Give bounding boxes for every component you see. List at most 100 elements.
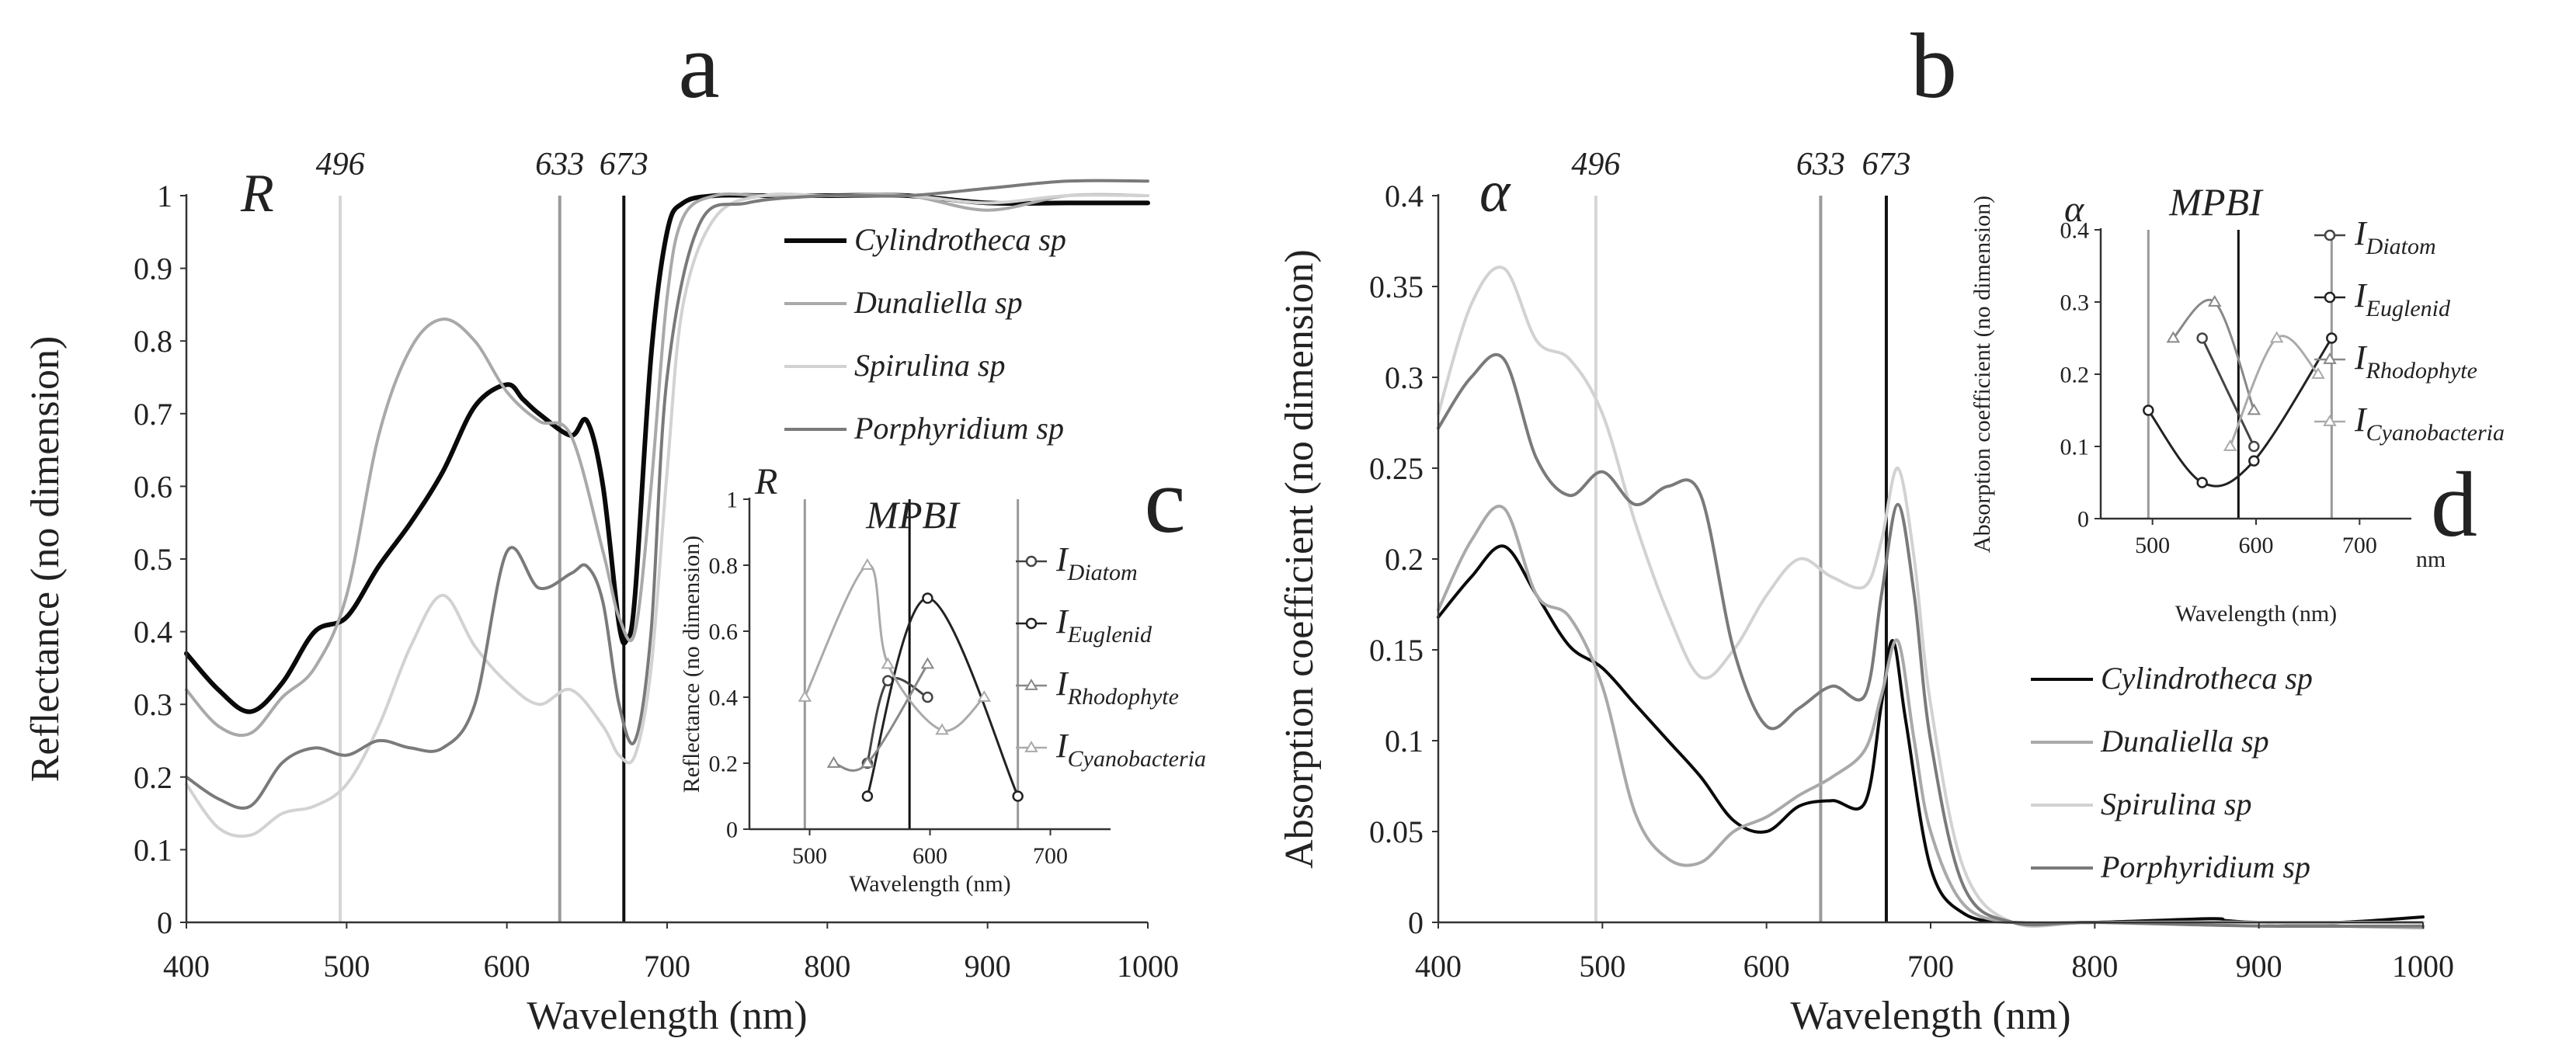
legend: Cylindrotheca sp Dunaliella sp Spirulina s…: [784, 222, 1066, 446]
x-tick-label: 500: [1579, 949, 1625, 984]
y-tick-label: 1: [157, 179, 172, 214]
legend-marker-0: [1025, 555, 1038, 568]
x-tick-label: 1000: [2392, 949, 2454, 984]
x-tick-label: 900: [965, 949, 1011, 984]
x-tick-label: 600: [913, 843, 947, 869]
x-tick-label: 800: [804, 949, 850, 984]
x-tick-label: 600: [1743, 949, 1790, 984]
y-tick-label: 0.4: [2060, 218, 2090, 244]
series-line-0: [2201, 337, 2255, 448]
y-tick-label: 0: [1408, 905, 1424, 940]
legend: Cylindrotheca sp Dunaliella sp Spirulina s…: [2031, 661, 2313, 884]
y-tick-label: 0.6: [134, 469, 172, 504]
series-line-3: [185, 179, 1149, 810]
legend-label-subscript: Rhodophyte: [1067, 684, 1179, 710]
series-line-2: [2171, 298, 2255, 411]
data-point-3-0: [2223, 439, 2237, 451]
y-tick-label: 0.4: [1385, 179, 1424, 214]
y-tick-label: 0.2: [134, 760, 172, 795]
data-point-0-2: [922, 691, 933, 703]
y-tick-label: 0.05: [1369, 814, 1424, 849]
x-tick-label: 700: [1033, 843, 1068, 869]
y-tick-label: 0.1: [1385, 724, 1424, 759]
corner-symbol: R: [240, 164, 274, 224]
data-point-3-0: [798, 690, 812, 702]
legend-marker-3: [2323, 415, 2337, 426]
legend-marker-1: [2324, 291, 2336, 304]
legend-label-0: IDiatom: [1055, 540, 1138, 585]
panel-letter-c: c: [1144, 449, 1185, 552]
y-tick-label: 0.3: [134, 687, 172, 722]
data-point-1-0: [861, 790, 874, 802]
legend-label-main: I: [1055, 727, 1069, 765]
corner-symbol: α: [2064, 189, 2084, 230]
y-tick-label: 0.35: [1369, 269, 1424, 304]
chart-title: MPBI: [865, 493, 961, 536]
y-tick-label: 0.25: [1369, 451, 1424, 486]
data-point-1-1: [922, 592, 933, 604]
legend-label-2: IRhodophyte: [1055, 665, 1179, 710]
legend-marker-1: [1025, 617, 1038, 630]
data-point-1-2: [2248, 455, 2260, 467]
x-unit-label: nm: [2416, 547, 2446, 572]
x-tick-label: 500: [2135, 533, 2170, 558]
reference-line-label: 673: [1862, 147, 1910, 182]
series-line-0: [1437, 544, 2425, 925]
y-tick-label: 0.9: [134, 252, 172, 286]
legend-label-subscript: Diatom: [2366, 234, 2436, 259]
legend-label-subscript: Diatom: [1067, 560, 1138, 585]
data-point-2-1: [2207, 295, 2222, 307]
y-tick-label: 0.6: [709, 620, 739, 645]
legend-label-1: IEuglenid: [2354, 276, 2451, 321]
panel-letters: a b c d: [678, 14, 2477, 556]
legend-label-0: Cylindrotheca sp: [2101, 661, 2313, 696]
data-point-3-2: [881, 657, 895, 669]
data-point-1-1: [2196, 477, 2208, 488]
x-tick-label: 400: [163, 949, 210, 984]
series-line-3: [1437, 352, 2425, 929]
x-axis-label: Wavelength (nm): [849, 871, 1010, 897]
legend-label-main: I: [2354, 276, 2368, 314]
y-tick-label: 0.7: [134, 397, 172, 432]
legend-label-main: I: [1055, 665, 1069, 703]
reference-line-label: 496: [316, 147, 365, 182]
legend: IDiatomIEuglenidIRhodophyteICyanobacteri…: [1016, 540, 1206, 772]
y-tick-label: 0: [726, 818, 738, 843]
legend-label-2: IRhodophyte: [2354, 339, 2477, 384]
x-axis-label: Wavelength (nm): [2175, 601, 2337, 627]
legend-label-main: I: [1055, 540, 1069, 578]
data-point-2-2: [920, 657, 935, 669]
legend-label-3: Porphyridium sp: [2100, 849, 2310, 884]
legend-marker-3: [1024, 741, 1038, 752]
data-point-0-1: [2248, 440, 2260, 453]
legend-marker-2: [1024, 679, 1038, 690]
legend-label-main: I: [2354, 214, 2368, 252]
inset-chart-c: 500 600 700 0 0.2 0.4 0.6 0.8 1 Wavelength (nm) Re…: [679, 461, 1206, 897]
legend: IDiatomIEuglenidIRhodophyteICyanobacteri…: [2314, 214, 2505, 446]
y-axis-label: Absorption coefficient (no dimension): [1969, 196, 1995, 553]
y-tick-label: 0.1: [134, 832, 172, 867]
y-tick-label: 0.2: [1385, 542, 1424, 577]
data-point-2-0: [2166, 331, 2181, 343]
panel-letter-a: a: [678, 14, 719, 117]
data-point-3-1: [2269, 331, 2284, 343]
reference-line-label: 633: [1796, 147, 1845, 182]
series-line-2: [833, 663, 929, 772]
y-tick-label: 0: [157, 905, 172, 940]
data-point-3-1: [860, 558, 874, 570]
reference-line-label: 633: [535, 147, 584, 182]
data-point-1-0: [2143, 405, 2154, 416]
x-tick-label: 400: [1415, 949, 1462, 984]
x-tick-label: 600: [2239, 533, 2274, 558]
reference-line-label: 496: [1571, 147, 1620, 182]
data-point-3-2: [2311, 367, 2325, 379]
x-axis-label: Wavelength (nm): [527, 994, 807, 1038]
legend-label-1: Dunaliella sp: [2100, 724, 2269, 759]
data-point-1-2: [1012, 790, 1024, 802]
y-tick-label: 0.3: [1385, 360, 1424, 395]
data-point-3-3: [935, 723, 949, 735]
y-tick-label: 0.15: [1369, 633, 1424, 668]
x-tick-label: 700: [1907, 949, 1954, 984]
chart-title: MPBI: [2168, 180, 2264, 224]
x-tick-label: 800: [2071, 949, 2118, 984]
